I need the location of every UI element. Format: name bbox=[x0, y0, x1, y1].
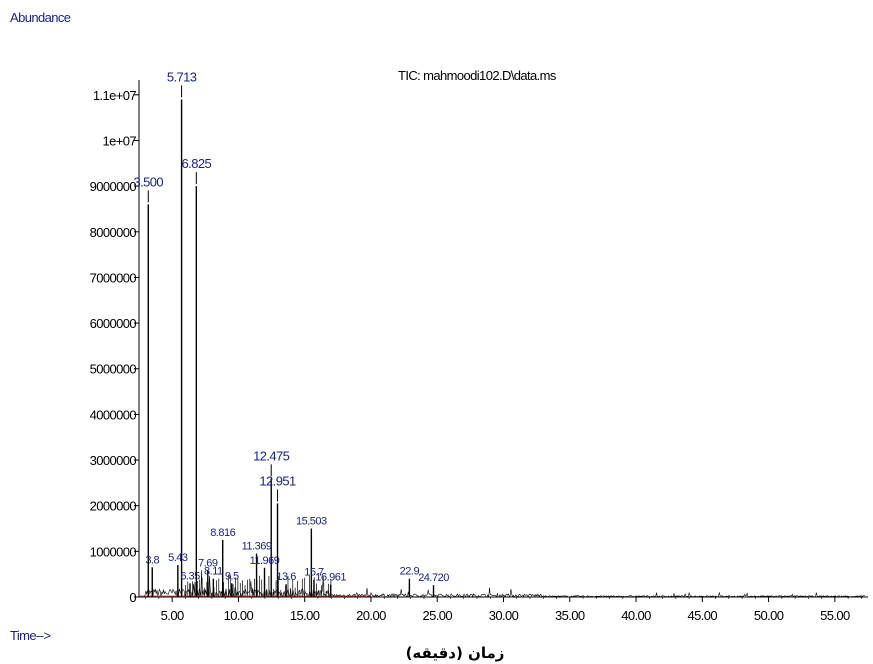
axes: 0 1000000 2000000 3000000 4000000 5000000 6000… bbox=[90, 80, 868, 623]
x-tick-label: 50.00 bbox=[754, 608, 784, 623]
x-tick-label: 25.00 bbox=[422, 608, 452, 623]
chart-title: TIC: mahmoodi102.D\data.ms bbox=[398, 68, 557, 83]
y-tick-label: 2000000 bbox=[90, 499, 137, 514]
peak-label: 3.8 bbox=[145, 554, 159, 566]
peak-labels: 3.500 3.8 5.43 5.713 6.35 6.825 7.698.11 8.816 9… bbox=[134, 69, 450, 584]
peak-label: 3.500 bbox=[134, 174, 164, 189]
y-tick-label: 1000000 bbox=[90, 544, 137, 559]
x-tick-label: 35.00 bbox=[555, 608, 585, 623]
y-tick-label: 0 bbox=[129, 590, 136, 605]
x-axis-label: زمان (دقیقه) bbox=[406, 644, 505, 662]
peak-label: 12.475 bbox=[253, 448, 290, 463]
y-tick-label: 1e+07 bbox=[102, 133, 136, 148]
peak-label: 13.6 bbox=[276, 571, 296, 583]
peak-label: 6.825 bbox=[182, 156, 212, 171]
x-axis-label-time: Time--> bbox=[10, 628, 50, 643]
peak-label: 22.9 bbox=[400, 566, 420, 578]
x-tick-label: 40.00 bbox=[621, 608, 651, 623]
x-tick-label: 20.00 bbox=[356, 608, 386, 623]
y-tick-label: 7000000 bbox=[90, 270, 137, 285]
y-tick-label: 6000000 bbox=[90, 316, 137, 331]
x-tick-label: 5.00 bbox=[161, 608, 184, 623]
peak-label: 15.503 bbox=[296, 516, 327, 528]
baseline-noise bbox=[139, 570, 865, 599]
peak-label: 15.7 bbox=[304, 567, 324, 579]
y-tick-label: 8000000 bbox=[90, 225, 137, 240]
x-tick-label: 15.00 bbox=[290, 608, 320, 623]
peak-label: 5.43 bbox=[168, 552, 188, 564]
x-tick-label: 55.00 bbox=[820, 608, 850, 623]
y-tick-label: 4000000 bbox=[90, 407, 137, 422]
y-tick-label: 1.1e+07 bbox=[93, 88, 137, 103]
peak-label: 5.713 bbox=[167, 69, 197, 84]
peak-label: 9.5 bbox=[225, 570, 239, 582]
y-tick-label: 3000000 bbox=[90, 453, 137, 468]
x-tick-label: 45.00 bbox=[688, 608, 718, 623]
peak-label: 11.369 bbox=[242, 541, 272, 553]
peak-label: 12.951 bbox=[259, 473, 296, 488]
x-tick-label: 30.00 bbox=[489, 608, 519, 623]
peak-label: 8.11 bbox=[204, 566, 223, 578]
peaks bbox=[147, 99, 435, 597]
peak-label: 8.816 bbox=[210, 527, 235, 539]
peak-label: 11.969 bbox=[250, 555, 280, 567]
peak-label: 16.961 bbox=[315, 572, 346, 584]
peak-label: 7.69 bbox=[198, 558, 218, 570]
peak-label: 24.720 bbox=[418, 572, 449, 584]
peak-label: 6.35 bbox=[180, 570, 200, 582]
x-tick-label: 10.00 bbox=[224, 608, 254, 623]
y-tick-label: 5000000 bbox=[90, 362, 137, 377]
y-tick-label: 9000000 bbox=[90, 179, 137, 194]
y-axis-label: Abundance bbox=[10, 10, 71, 25]
